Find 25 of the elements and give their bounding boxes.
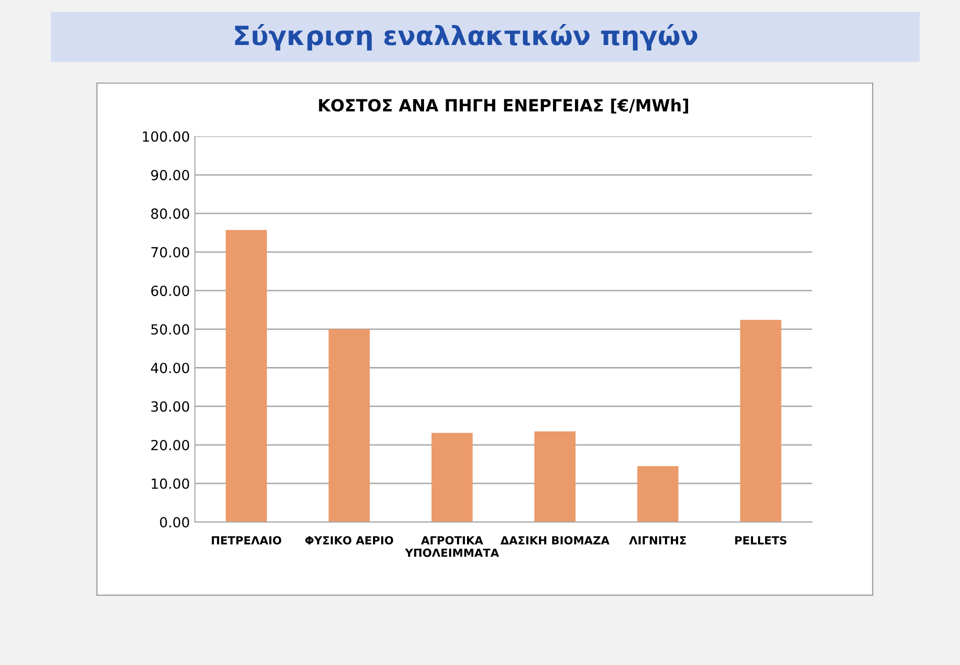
x-tick-label: PELLETS xyxy=(735,536,786,545)
chart-title: Σύγκριση εναλλακτικών πηγών xyxy=(235,24,698,51)
y-tick-label: 80.00 xyxy=(151,208,190,219)
x-tick-label: ΦΥΣΙΚΟ ΑΕΡΙΟ xyxy=(305,536,394,545)
x-tick-label: ΔΑΣΙΚΗ ΒΙΟΜΑΖΑ xyxy=(500,536,610,545)
bar xyxy=(432,432,473,522)
bar xyxy=(226,230,267,522)
chart-subtitle: ΚΟΣΤΟΣ ΑΝΑ ΠΗΓΗ ΕΝΕΡΓΕΙΑΣ [€/MWh] xyxy=(319,98,688,114)
x-tick-label: ΑΓΡΟΤΙΚΑ ΥΠΟΛΕΙΜΜΑΤΑ xyxy=(404,536,500,557)
bar xyxy=(740,320,782,522)
y-tick-label: 70.00 xyxy=(151,247,190,258)
bar xyxy=(328,329,370,522)
y-tick-label: 100.00 xyxy=(142,131,190,142)
y-tick-label: 10.00 xyxy=(152,478,190,489)
y-tick-label: 90.00 xyxy=(151,170,190,180)
y-tick-label: 60.00 xyxy=(151,286,190,296)
x-tick-label: ΛΙΓΝΙΤΗΣ xyxy=(629,536,686,544)
y-tick-label: 40.00 xyxy=(150,362,190,374)
bar xyxy=(534,431,576,522)
y-tick-label: 30.00 xyxy=(151,401,190,412)
x-tick-label: ΠΕΤΡΕΛΑΙΟ xyxy=(212,536,282,545)
y-tick-label: 0.00 xyxy=(160,516,190,528)
bar xyxy=(637,466,678,522)
y-tick-label: 50.00 xyxy=(151,324,190,335)
y-tick-label: 20.00 xyxy=(151,440,190,450)
